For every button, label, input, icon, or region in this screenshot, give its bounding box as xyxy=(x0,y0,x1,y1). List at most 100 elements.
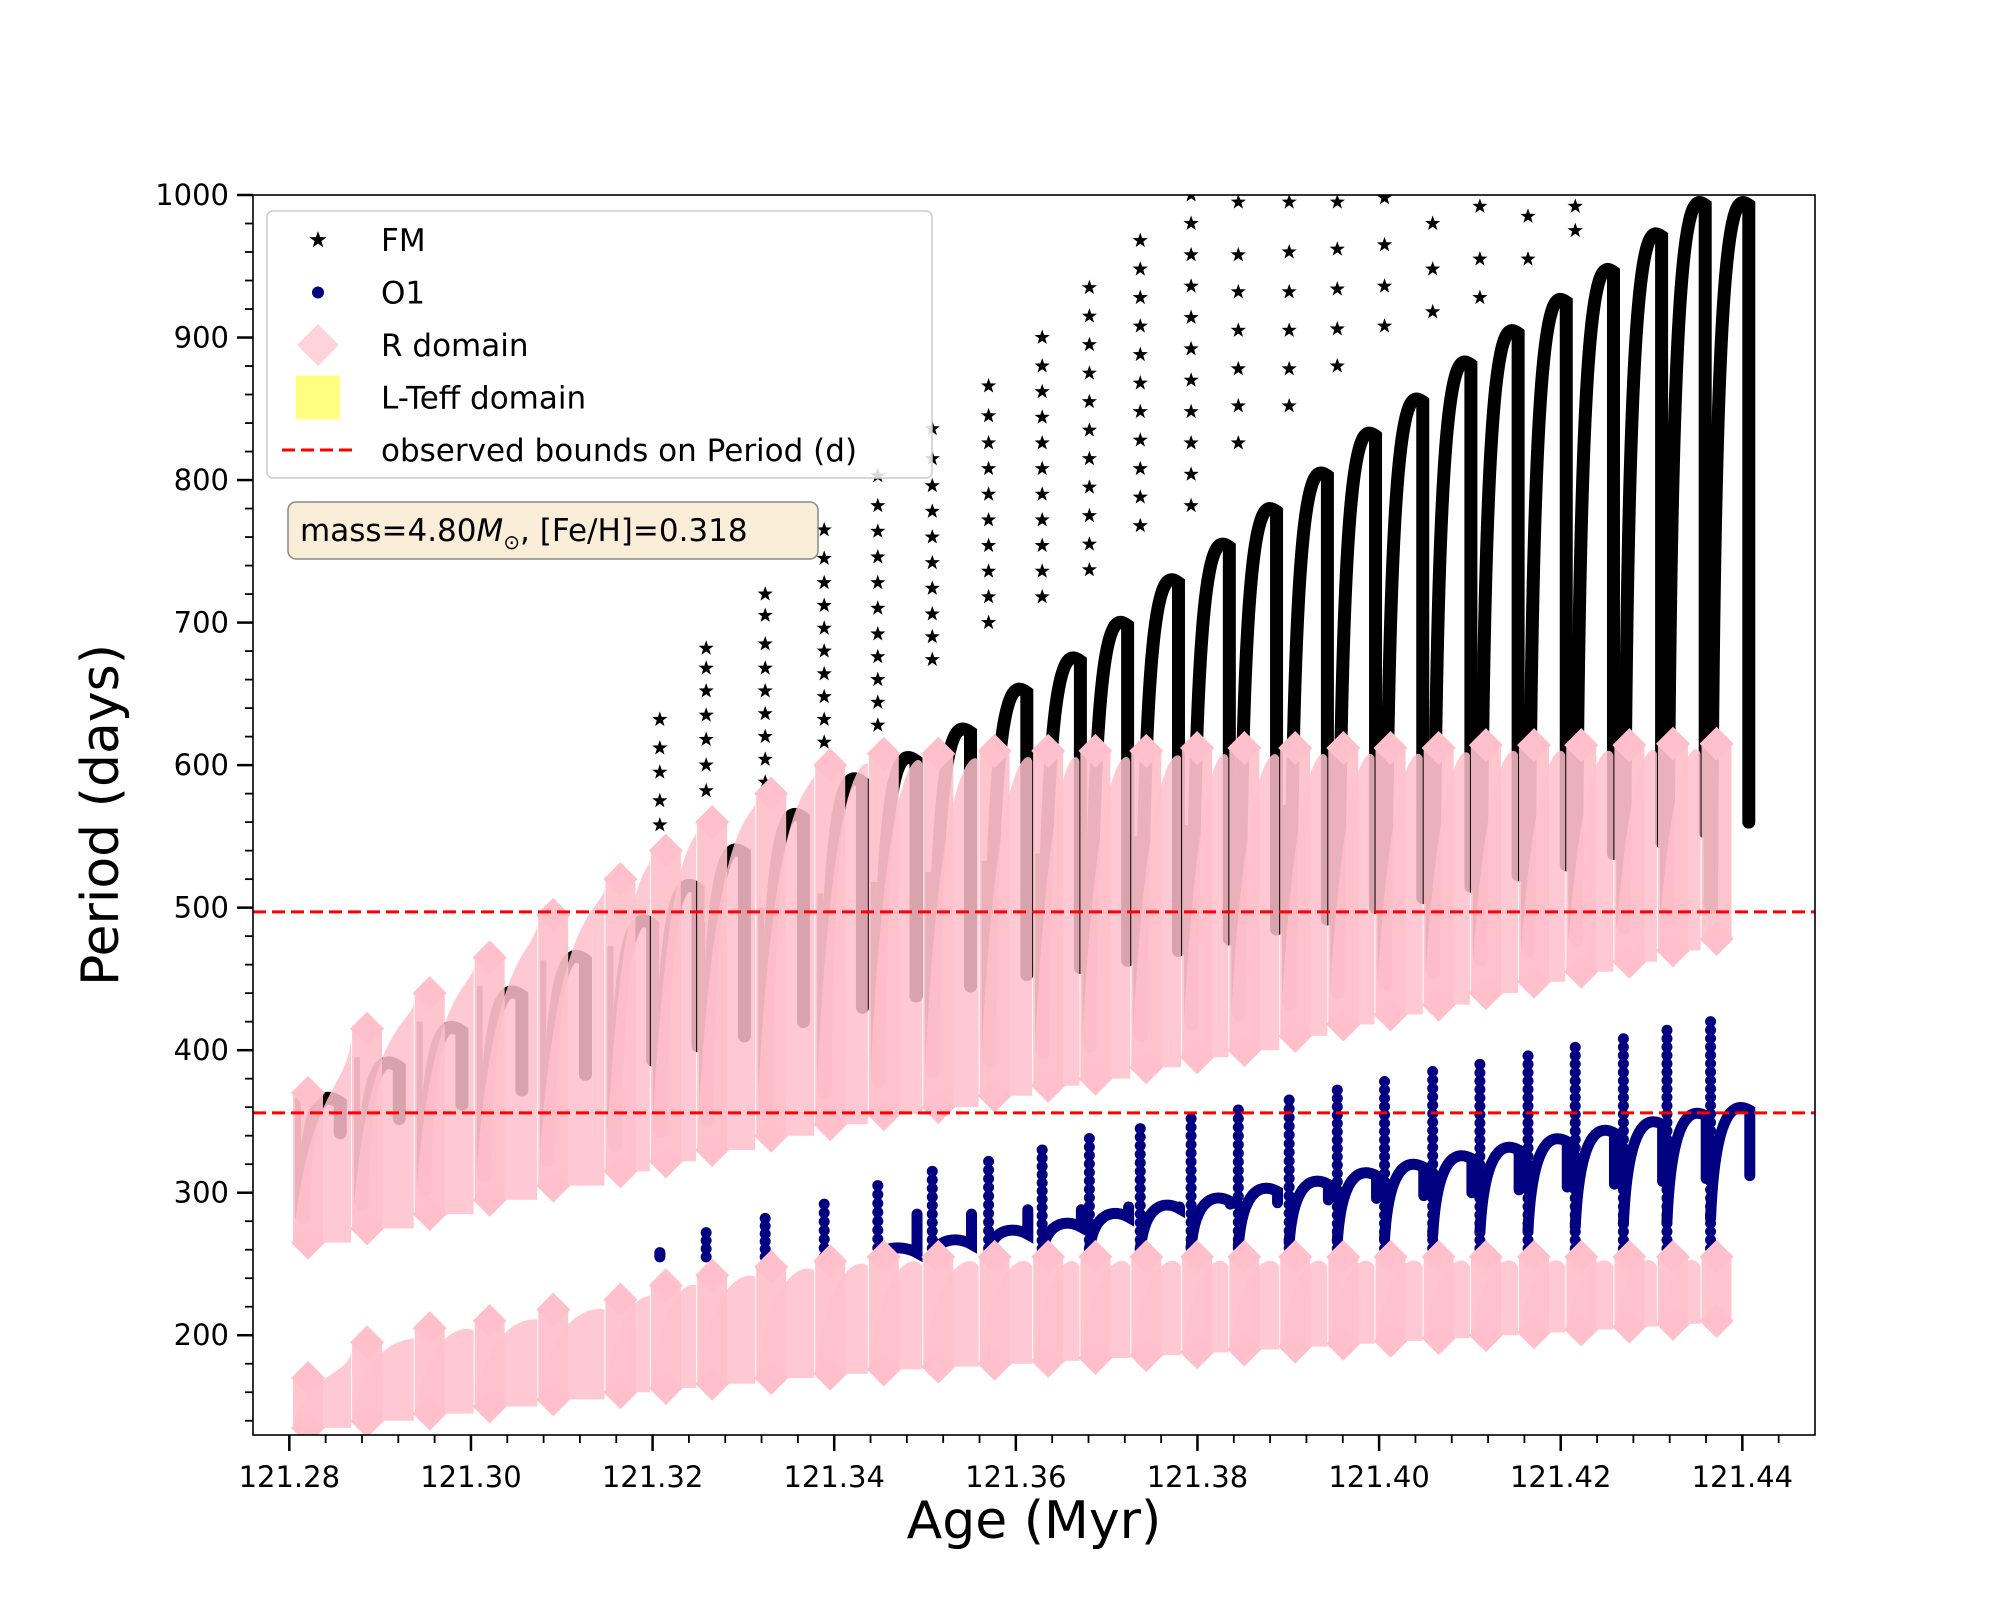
y-tick-label-3: 500 xyxy=(174,891,229,925)
o1-point-9-3 xyxy=(1134,1225,1146,1237)
o1-point-21-14 xyxy=(1705,1133,1717,1145)
o1-point-8-7 xyxy=(1083,1192,1095,1204)
r-domain-o1-diamond-top-4 xyxy=(536,1292,571,1327)
o1-point-14-3 xyxy=(1379,1226,1391,1238)
o1-point-9-6 xyxy=(1134,1200,1146,1212)
r-domain-fm-diamond-top-24 xyxy=(1564,728,1599,763)
o1-point-19-26 xyxy=(1617,1033,1629,1045)
o1-point-13-14 xyxy=(1331,1134,1343,1146)
o1-point-21-10 xyxy=(1705,1167,1717,1179)
fm-star-10-9 xyxy=(1183,466,1199,481)
o1-point-2-2 xyxy=(759,1235,771,1247)
o1-point-16-12 xyxy=(1474,1150,1486,1162)
o1-point-9-11 xyxy=(1134,1157,1146,1169)
o1-point-10-5 xyxy=(1185,1208,1197,1220)
o1-point-12-18 xyxy=(1283,1094,1295,1106)
o1-point-19-10 xyxy=(1617,1167,1629,1179)
o1-point-21-13 xyxy=(1705,1142,1717,1154)
annotation-sun-symbol: ⊙ xyxy=(503,530,520,554)
fm-star-8-9 xyxy=(1081,536,1097,551)
o1-point-7-11 xyxy=(1036,1160,1048,1172)
o1-point-3-2 xyxy=(818,1233,830,1245)
annotation-prefix: mass=4.80 xyxy=(300,513,477,549)
o1-point-14-18 xyxy=(1379,1101,1391,1113)
fm-star-8-7 xyxy=(1081,479,1097,494)
o1-point-9-10 xyxy=(1134,1165,1146,1177)
o1-point-10-4 xyxy=(1185,1216,1197,1228)
o1-point-14-19 xyxy=(1379,1092,1391,1104)
o1-point-20-2 xyxy=(1661,1234,1673,1246)
fm-star-3-1 xyxy=(816,550,832,565)
fm-star-2-5 xyxy=(757,705,773,721)
o1-point-14-7 xyxy=(1379,1192,1391,1204)
o1-point-3-6 xyxy=(818,1198,830,1210)
fm-star-5-5 xyxy=(924,554,940,570)
o1-point-17-21 xyxy=(1522,1075,1534,1087)
fm-star-5-7 xyxy=(924,606,940,621)
fm-star-8-3 xyxy=(1081,365,1097,380)
r-domain-fm-diamond-top-4 xyxy=(536,897,571,932)
legend-diamond-icon xyxy=(297,324,339,366)
fm-star-9-2 xyxy=(1132,289,1148,305)
fm-star-0-0 xyxy=(652,711,668,726)
fm-star-12-0 xyxy=(1281,195,1297,209)
o1-point-17-16 xyxy=(1522,1117,1534,1129)
fm-star-10-1 xyxy=(1183,215,1199,230)
o1-point-12-2 xyxy=(1283,1233,1295,1245)
r-domain-o1-arc-21 xyxy=(1423,1260,1470,1339)
o1-point-5-3 xyxy=(926,1225,938,1237)
o1-point-15-4 xyxy=(1427,1217,1439,1229)
o1-point-8-8 xyxy=(1083,1183,1095,1195)
fm-star-2-6 xyxy=(757,728,773,744)
fm-star-9-1 xyxy=(1132,261,1148,276)
r-domain-fm-diamond-top-2 xyxy=(412,976,447,1011)
o1-point-6-10 xyxy=(983,1164,995,1176)
o1-point-19-5 xyxy=(1617,1209,1629,1221)
fm-star-16-1 xyxy=(1472,251,1488,266)
o1-point-16-19 xyxy=(1474,1092,1486,1104)
r-domain-o1-arc-26 xyxy=(1657,1260,1701,1324)
o1-point-19-9 xyxy=(1617,1175,1629,1187)
fm-star-7-6 xyxy=(1034,486,1050,501)
o1-point-7-12 xyxy=(1036,1152,1048,1164)
r-domain-fm-diamond-top-19 xyxy=(1326,731,1361,766)
o1-point-18-14 xyxy=(1569,1134,1581,1146)
o1-point-21-16 xyxy=(1705,1116,1717,1128)
fm-star-6-2 xyxy=(981,435,997,450)
fm-star-7-5 xyxy=(1034,460,1050,476)
r-domain-o1-arc-25 xyxy=(1614,1260,1657,1327)
o1-point-12-3 xyxy=(1283,1225,1295,1237)
fm-star-10-6 xyxy=(1183,372,1199,387)
fm-star-7-0 xyxy=(1034,329,1050,344)
r-domain-o1-diamond-top-21 xyxy=(1421,1239,1456,1274)
o1-point-18-11 xyxy=(1569,1159,1581,1171)
o1-point-20-18 xyxy=(1661,1100,1673,1112)
o1-point-14-20 xyxy=(1379,1084,1391,1096)
r-domain-o1-arc-14 xyxy=(1080,1260,1131,1359)
o1-point-12-4 xyxy=(1283,1216,1295,1228)
r-domain-fm-diamond-top-7 xyxy=(695,805,730,840)
o1-point-16-22 xyxy=(1474,1067,1486,1079)
o1-point-6-2 xyxy=(983,1233,995,1245)
fm-loop-24 xyxy=(1569,263,1620,946)
fm-loop-27 xyxy=(1705,196,1756,915)
o1-point-11-7 xyxy=(1232,1190,1244,1202)
o1-point-6-7 xyxy=(983,1190,995,1202)
fm-star-5-9 xyxy=(924,651,940,667)
fm-star-3-4 xyxy=(816,620,832,635)
o1-point-11-9 xyxy=(1232,1173,1244,1185)
o1-point-10-2 xyxy=(1185,1234,1197,1246)
o1-point-6-11 xyxy=(983,1155,995,1167)
r-domain-fm-diamond-top-3 xyxy=(472,940,507,975)
r-domain-o1-arc-4 xyxy=(538,1308,605,1400)
o1-point-15-15 xyxy=(1427,1125,1439,1137)
o1-point-18-19 xyxy=(1569,1092,1581,1104)
o1-point-20-3 xyxy=(1661,1226,1673,1238)
o1-point-19-4 xyxy=(1617,1217,1629,1229)
r-domain-fm-arc-18 xyxy=(1280,753,1328,1036)
r-domain-o1-arc-2 xyxy=(414,1328,474,1414)
r-domain-o1-arc-13 xyxy=(1033,1260,1080,1361)
o1-point-13-8 xyxy=(1331,1184,1343,1196)
fm-star-10-3 xyxy=(1183,278,1199,293)
fm-star-11-5 xyxy=(1230,397,1246,413)
